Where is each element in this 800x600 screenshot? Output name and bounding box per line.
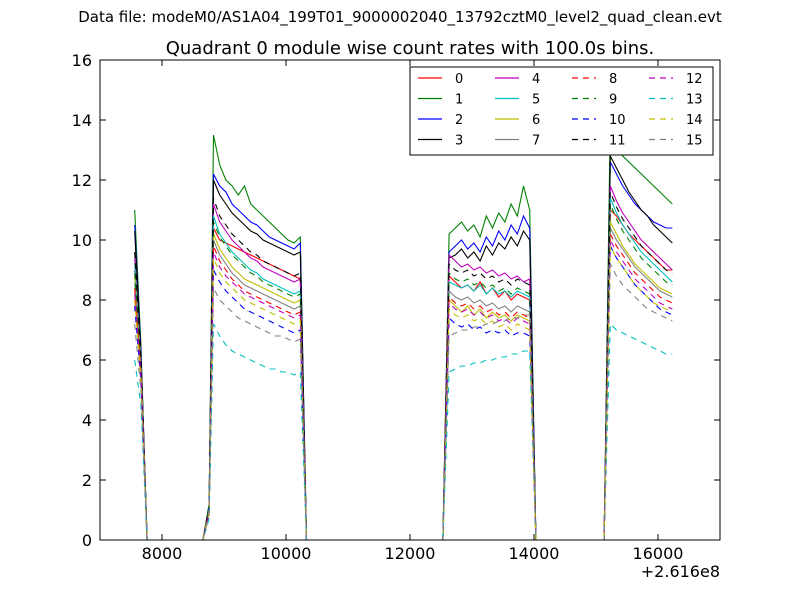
legend-box	[409, 66, 714, 156]
legend-label-12: 12	[686, 72, 703, 87]
legend-label-6: 6	[532, 113, 540, 128]
legend-label-4: 4	[532, 72, 540, 87]
legend-label-5: 5	[532, 93, 540, 108]
y-tick-label: 0	[82, 531, 92, 550]
series-line-9	[134, 203, 673, 541]
series-line-8	[134, 233, 673, 541]
series-line-3	[134, 155, 673, 541]
legend-label-0: 0	[455, 72, 463, 87]
x-tick-label: 12000	[385, 544, 436, 563]
legend-label-3: 3	[455, 134, 463, 149]
legend-label-7: 7	[532, 134, 540, 149]
series-line-0	[134, 208, 673, 541]
legend-label-11: 11	[609, 134, 626, 149]
x-tick-label: 8000	[142, 544, 183, 563]
legend-label-1: 1	[455, 93, 463, 108]
series-line-12	[134, 239, 673, 541]
series-line-6	[134, 221, 673, 541]
legend-label-14: 14	[686, 113, 703, 128]
series-line-1	[134, 119, 673, 541]
legend-label-8: 8	[609, 72, 617, 87]
y-tick-label: 4	[82, 411, 92, 430]
legend-label-10: 10	[609, 113, 626, 128]
y-tick-label: 10	[72, 231, 92, 250]
legend-label-9: 9	[609, 93, 617, 108]
y-tick-label: 14	[72, 111, 92, 130]
y-tick-label: 16	[72, 51, 92, 70]
series-line-10	[134, 245, 673, 541]
legend-label-2: 2	[455, 113, 463, 128]
y-tick-label: 12	[72, 171, 92, 190]
series-line-2	[134, 161, 673, 541]
series-line-14	[134, 245, 673, 541]
series-line-15	[134, 263, 673, 541]
series-layer	[134, 119, 673, 541]
legend-label-15: 15	[686, 134, 703, 149]
x-tick-label: 14000	[509, 544, 560, 563]
y-tick-label: 2	[82, 471, 92, 490]
y-tick-label: 6	[82, 351, 92, 370]
x-offset-label: +2.616e8	[641, 562, 720, 581]
x-tick-label: 16000	[633, 544, 684, 563]
chart-title: Quadrant 0 module wise count rates with …	[166, 38, 655, 59]
series-line-13	[134, 322, 673, 541]
y-tick-label: 8	[82, 291, 92, 310]
series-line-7	[134, 227, 673, 541]
data-file-caption: Data file: modeM0/AS1A04_199T01_90000020…	[78, 8, 722, 26]
x-tick-label: 10000	[261, 544, 312, 563]
legend-label-13: 13	[686, 93, 703, 108]
